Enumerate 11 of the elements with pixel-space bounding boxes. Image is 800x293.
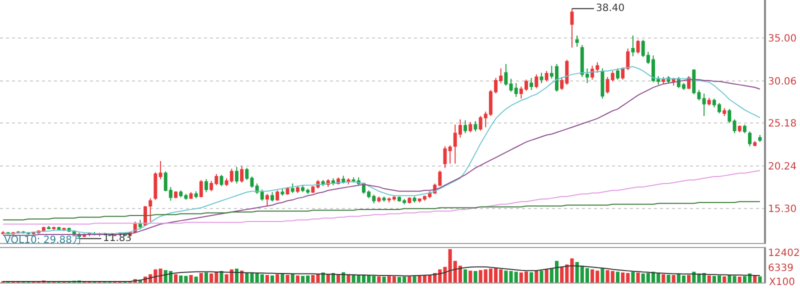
annotation: VOL10: 29.88万 — [4, 235, 82, 246]
y-tick-label: 6339 — [768, 262, 794, 274]
annotation: 38.40 — [596, 3, 625, 14]
y-tick-label: 12402 — [768, 248, 800, 260]
annotation: 11.83 — [103, 233, 132, 244]
text: X100 — [769, 277, 795, 288]
y-tick-label: 30.06 — [768, 76, 797, 88]
y-tick-label: 20.24 — [768, 161, 797, 172]
y-tick-label: 35.00 — [768, 34, 797, 45]
y-tick-label: 15.30 — [768, 204, 797, 216]
y-tick-label: 25.18 — [768, 118, 797, 130]
